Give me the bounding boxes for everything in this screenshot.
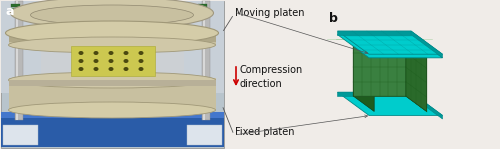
Polygon shape — [338, 92, 442, 115]
Ellipse shape — [138, 51, 143, 55]
Bar — [198, 4, 207, 7]
Ellipse shape — [124, 51, 128, 55]
Bar — [198, 8, 207, 11]
Bar — [203, 1, 205, 120]
Ellipse shape — [108, 59, 114, 63]
Ellipse shape — [8, 72, 216, 88]
Text: Fixed platen: Fixed platen — [235, 127, 294, 137]
Bar — [11, 12, 20, 15]
Polygon shape — [338, 31, 442, 54]
Ellipse shape — [6, 21, 218, 45]
Bar — [71, 46, 155, 76]
Bar — [9, 31, 216, 45]
Ellipse shape — [78, 59, 84, 63]
Ellipse shape — [108, 67, 114, 71]
Bar — [1, 1, 224, 148]
Ellipse shape — [8, 102, 216, 118]
Ellipse shape — [10, 0, 214, 29]
Ellipse shape — [78, 67, 84, 71]
Polygon shape — [411, 92, 442, 119]
Polygon shape — [411, 31, 442, 58]
Polygon shape — [338, 31, 411, 35]
Text: Compression
direction: Compression direction — [240, 65, 303, 89]
Bar — [16, 1, 18, 120]
Polygon shape — [406, 38, 426, 111]
Bar — [9, 36, 216, 42]
Polygon shape — [338, 92, 411, 96]
Ellipse shape — [138, 67, 143, 71]
Ellipse shape — [94, 59, 98, 63]
Polygon shape — [354, 38, 406, 96]
Ellipse shape — [78, 51, 84, 55]
Ellipse shape — [8, 37, 216, 53]
Bar — [187, 125, 222, 145]
Bar — [9, 80, 216, 86]
Bar — [198, 12, 207, 15]
Ellipse shape — [138, 59, 143, 63]
Polygon shape — [338, 35, 442, 58]
Ellipse shape — [108, 51, 114, 55]
Text: b: b — [330, 11, 338, 25]
Bar — [1, 1, 224, 93]
Bar — [1, 112, 224, 118]
Bar — [11, 8, 20, 11]
Polygon shape — [406, 38, 426, 111]
Bar — [41, 1, 184, 110]
Ellipse shape — [124, 67, 128, 71]
Bar — [15, 1, 23, 120]
Ellipse shape — [94, 51, 98, 55]
Ellipse shape — [94, 67, 98, 71]
Ellipse shape — [124, 59, 128, 63]
Bar — [11, 4, 20, 7]
Bar — [3, 125, 38, 145]
Ellipse shape — [30, 5, 194, 25]
Text: Moving platen: Moving platen — [235, 8, 304, 18]
Polygon shape — [354, 38, 426, 54]
Text: a: a — [5, 5, 14, 18]
Bar — [1, 117, 224, 147]
Polygon shape — [354, 38, 374, 111]
Bar — [202, 1, 210, 120]
Bar — [9, 78, 216, 110]
